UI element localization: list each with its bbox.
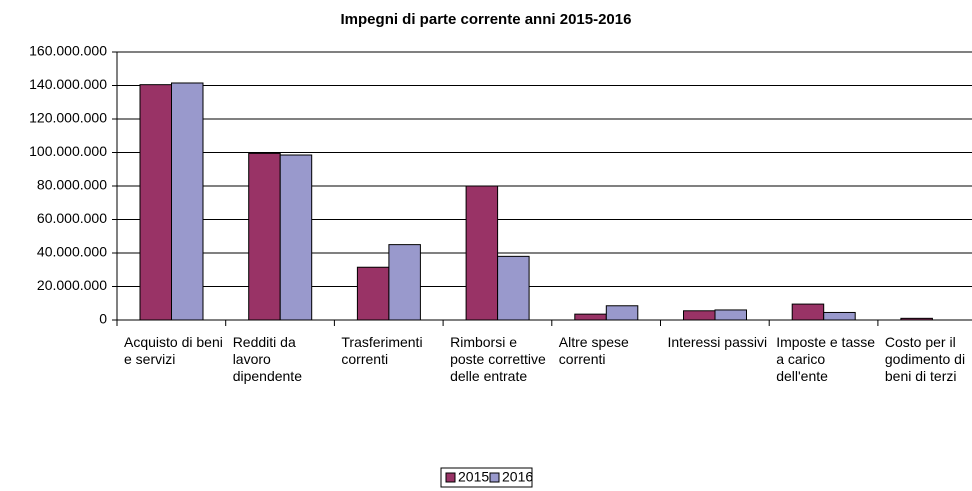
x-tick-label: Interessi passivi xyxy=(667,334,768,350)
bar xyxy=(356,266,390,321)
x-tick-label: Rimborsi e poste correttive delle entrat… xyxy=(450,334,546,384)
y-tick-label: 100.000.000 xyxy=(29,143,107,159)
legend: 2015 2016 xyxy=(440,467,533,488)
bar xyxy=(605,305,639,321)
bar xyxy=(714,309,747,321)
bar xyxy=(171,82,204,321)
y-tick-label: 120.000.000 xyxy=(29,110,107,126)
legend-label: 2016 xyxy=(502,469,533,485)
y-tick-label: 160.000.000 xyxy=(29,43,107,59)
bar xyxy=(139,84,172,321)
y-tick-label: 0 xyxy=(99,311,107,327)
bar xyxy=(248,152,281,321)
bar xyxy=(791,303,825,321)
legend-label: 2015 xyxy=(458,469,489,485)
bar xyxy=(574,313,607,321)
x-tick-label: Altre spese correnti xyxy=(558,334,629,367)
x-tick-label: Imposte e tasse a carico dell'ente xyxy=(776,334,876,384)
bar xyxy=(279,154,313,321)
x-tick-label: Costo per il godimento di beni di terzi xyxy=(884,334,966,384)
y-tick-label: 20.000.000 xyxy=(37,277,107,293)
legend-swatch xyxy=(489,472,500,483)
x-tick-label: Acquisto di beni e servizi xyxy=(124,334,223,367)
x-tick-label: Trasferimenti correnti xyxy=(341,334,423,367)
x-tick-label: Redditi da lavoro dipendente xyxy=(232,334,302,384)
chart-title: Impegni di parte corrente anni 2015-2016 xyxy=(341,11,632,28)
legend-box xyxy=(440,467,533,488)
y-tick-label: 40.000.000 xyxy=(37,244,107,260)
bar xyxy=(823,311,856,321)
y-tick-label: 60.000.000 xyxy=(37,210,107,226)
bar xyxy=(683,310,716,321)
y-tick-label: 80.000.000 xyxy=(37,177,107,193)
legend-swatch xyxy=(445,472,456,483)
bar xyxy=(497,255,530,321)
bar xyxy=(465,185,499,321)
y-tick-label: 140.000.000 xyxy=(29,76,107,92)
bar xyxy=(388,244,421,321)
